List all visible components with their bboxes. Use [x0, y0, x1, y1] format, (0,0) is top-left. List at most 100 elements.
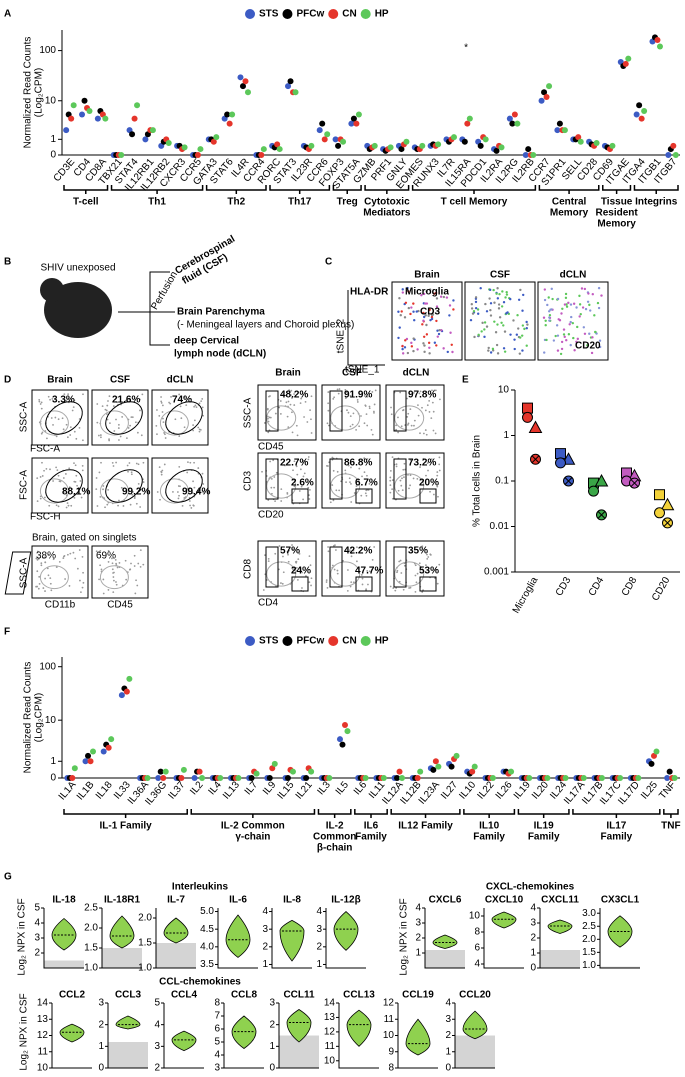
flow-event: [104, 408, 107, 411]
y-tick-label: 4: [415, 903, 421, 914]
data-point: [324, 131, 331, 138]
flow-event: [419, 571, 422, 574]
tsne-cell: [542, 316, 546, 319]
data-point: [633, 111, 640, 118]
flow-event: [297, 558, 300, 561]
x-tick-label: IL26: [494, 779, 515, 801]
flow-event: [99, 550, 102, 552]
data-point: [336, 736, 343, 743]
flow-event: [348, 549, 351, 552]
group-bracket: [390, 809, 461, 818]
flow-event: [400, 484, 403, 487]
y-axis-label: SSC-A: [243, 397, 254, 428]
data-point: [332, 136, 339, 143]
data-point: [131, 115, 138, 122]
flow-density: [159, 410, 189, 436]
violin-title: CCL19: [402, 990, 434, 1001]
tsne-cell: [598, 345, 602, 349]
flow-event: [37, 587, 40, 590]
tsne-cell: [554, 334, 557, 338]
tsne-cell: [406, 351, 410, 355]
flow-event: [298, 552, 301, 555]
data-point: [556, 120, 563, 127]
flow-event: [133, 565, 136, 567]
flow-event: [296, 579, 299, 581]
flow-event: [418, 392, 421, 395]
y-tick-label: 0: [50, 150, 56, 161]
data-point: [70, 102, 77, 109]
flow-event: [432, 410, 435, 413]
flow-event: [396, 569, 399, 572]
data-point: [660, 497, 675, 511]
flow-event: [425, 474, 427, 477]
tsne-cell: [575, 306, 578, 309]
data-point: [217, 775, 224, 781]
label: HLA-DR: [350, 287, 389, 298]
y-tick-label: 6: [474, 943, 480, 954]
flow-event: [55, 466, 58, 469]
violin-title: CXCL6: [429, 895, 462, 906]
violin-title: IL-7: [167, 895, 185, 906]
flow-event: [162, 421, 165, 424]
flow-event: [325, 581, 328, 583]
violin-title: CCL8: [231, 990, 258, 1001]
data-point: [123, 688, 130, 695]
flow-event: [426, 462, 429, 464]
y-tick-label: 1.0: [138, 963, 152, 974]
flow-density: [266, 405, 297, 431]
data-point: [258, 152, 265, 158]
flow-event: [406, 416, 409, 418]
panel-letter: D: [4, 375, 11, 386]
flow-event: [345, 481, 347, 484]
tsne-cell: [423, 344, 426, 347]
tsne-cell: [398, 296, 401, 300]
flow-event: [115, 581, 117, 583]
flow-event: [78, 418, 81, 420]
legend-label: PFCw: [296, 636, 324, 647]
flow-event: [426, 553, 428, 556]
data-point: [142, 136, 149, 143]
y-tick-label: 11: [325, 1041, 336, 1052]
group-label: TNF: [661, 821, 680, 832]
flow-event: [177, 497, 180, 500]
tsne-cell: [525, 320, 528, 324]
section-title: Interleukins: [172, 882, 229, 893]
tsne-cell: [569, 320, 572, 324]
flow-event: [350, 581, 353, 584]
flow-event: [358, 467, 361, 470]
panel-letter: B: [4, 257, 11, 268]
flow-event: [361, 583, 364, 586]
tsne-cell: [571, 321, 575, 325]
tsne-cell: [416, 348, 419, 351]
flow-density: [394, 405, 425, 431]
flow-event: [42, 556, 45, 559]
tsne-cell: [450, 343, 453, 346]
y-tick-label: 10: [37, 1063, 49, 1074]
tsne-cell: [495, 292, 498, 295]
flow-event: [140, 488, 143, 491]
flow-event: [178, 494, 180, 497]
flow-event: [325, 464, 328, 467]
data-point: [85, 752, 92, 759]
group-label: IL-2 Common: [221, 821, 285, 832]
data-point: [242, 78, 249, 85]
axis: [61, 657, 680, 779]
x-tick-label: IL27: [439, 779, 460, 801]
flow-event: [364, 405, 367, 407]
flow-event: [40, 407, 43, 410]
tsne-cell: [483, 321, 487, 324]
flow-density: [99, 410, 129, 436]
flow-event: [112, 465, 115, 467]
flow-event: [402, 409, 405, 411]
tsne-cell: [485, 325, 489, 328]
flow-event: [399, 559, 402, 562]
flow-density: [330, 561, 361, 587]
data-point: [253, 770, 260, 777]
flow-event: [416, 478, 419, 480]
violin: [462, 1010, 488, 1040]
data-point: [506, 115, 513, 122]
tsne-cell: [407, 306, 411, 310]
group-bracket: [269, 185, 331, 194]
data-point: [635, 775, 642, 781]
y-tick-label: 10: [469, 911, 481, 922]
